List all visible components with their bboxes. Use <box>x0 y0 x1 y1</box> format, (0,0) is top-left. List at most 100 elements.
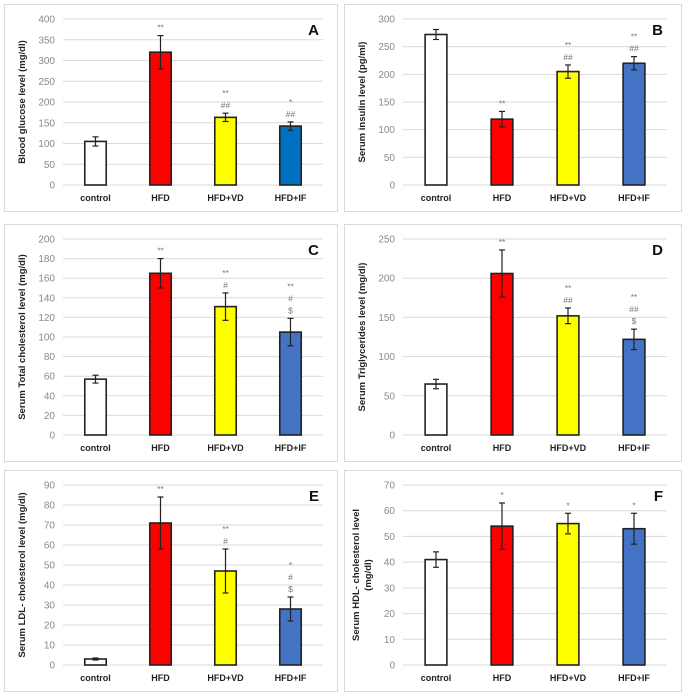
significance-mark: ## <box>286 109 296 119</box>
significance-mark: * <box>566 500 570 510</box>
y-tick-label: 250 <box>378 42 395 53</box>
y-tick-label: 80 <box>44 501 56 512</box>
x-tick-label: HFD+IF <box>275 193 307 203</box>
y-axis-label: Serum insulin level (pg/ml) <box>357 42 368 163</box>
significance-mark: $ <box>288 584 293 594</box>
bar-HFD+IF <box>622 62 646 186</box>
bar-HFD+VD <box>556 315 580 436</box>
y-axis-label: Serum LDL- cholesterol level (mg/dl) <box>17 492 28 657</box>
x-tick-label: control <box>80 193 111 203</box>
significance-mark: ** <box>565 40 572 50</box>
chart-D: 0 50 100 150 200 250 Serum Triglycerides level… <box>357 235 667 453</box>
y-tick-label: 10 <box>44 641 56 652</box>
x-tick-label: HFD+VD <box>207 193 244 203</box>
bar-HFD <box>490 272 514 436</box>
significance-mark: * <box>500 490 504 500</box>
bar-control <box>424 558 448 666</box>
panel-label: C <box>308 242 319 259</box>
y-tick-label: 50 <box>44 160 56 171</box>
x-tick-label: control <box>80 673 111 683</box>
bar-HFD+VD <box>213 116 238 186</box>
significance-mark: ** <box>565 283 572 293</box>
y-tick-label: 20 <box>44 621 56 632</box>
panel-d: 0 50 100 150 200 250 Serum Triglycerides level… <box>344 224 682 462</box>
y-tick-label: 40 <box>44 581 56 592</box>
y-tick-label: 200 <box>378 70 395 81</box>
significance-mark: ** <box>157 23 164 33</box>
bar-HFD <box>490 118 514 186</box>
y-tick-label: 70 <box>384 481 396 492</box>
y-axis-label: Blood glucose level (mg/dl) <box>17 40 28 164</box>
panel-label: E <box>309 488 319 505</box>
significance-mark: # <box>288 572 293 582</box>
y-tick-label: 50 <box>384 153 396 164</box>
y-tick-label: 90 <box>44 481 56 492</box>
significance-mark: ** <box>499 237 506 247</box>
y-tick-label: 140 <box>38 293 55 304</box>
significance-mark: ** <box>222 524 229 534</box>
y-tick-label: 250 <box>378 235 395 246</box>
significance-mark: ** <box>631 292 638 302</box>
x-tick-label: HFD+IF <box>275 673 307 683</box>
y-tick-label: 60 <box>384 506 396 517</box>
x-tick-label: HFD <box>151 193 170 203</box>
significance-mark: ** <box>222 88 229 98</box>
y-tick-label: 60 <box>44 372 56 383</box>
y-tick-label: 150 <box>38 118 55 129</box>
significance-mark: ## <box>629 304 639 314</box>
x-tick-label: HFD+VD <box>550 443 587 453</box>
x-tick-label: control <box>421 193 452 203</box>
y-tick-label: 200 <box>38 98 55 109</box>
y-tick-label: 100 <box>38 139 55 150</box>
y-tick-label: 40 <box>44 391 56 402</box>
y-tick-label: 350 <box>38 35 55 46</box>
y-tick-label: 50 <box>384 532 396 543</box>
significance-mark: $ <box>632 316 637 326</box>
panel-label: D <box>652 242 663 259</box>
chart-F: 0 10 20 30 40 50 60 70 Serum HDL- cholesterol le… <box>351 481 667 683</box>
y-tick-label: 0 <box>389 431 395 442</box>
y-tick-label: 20 <box>384 609 396 620</box>
y-tick-label: 160 <box>38 274 55 285</box>
y-tick-label: 0 <box>389 661 395 672</box>
significance-mark: # <box>288 293 293 303</box>
significance-mark: ## <box>563 295 573 305</box>
significance-mark: * <box>289 560 293 570</box>
x-tick-label: HFD+VD <box>550 193 587 203</box>
y-tick-label: 0 <box>49 431 55 442</box>
y-tick-label: 100 <box>378 352 395 363</box>
x-tick-label: control <box>80 443 111 453</box>
significance-mark: ** <box>499 98 506 108</box>
chart-B: 0 50 100 150 200 250 300 Serum insulin level (p… <box>357 15 667 203</box>
significance-mark: $ <box>288 305 293 315</box>
bar-control <box>83 140 108 186</box>
significance-mark: ** <box>222 268 229 278</box>
x-tick-label: HFD+IF <box>618 673 650 683</box>
bar-HFD <box>148 51 173 186</box>
bar-HFD <box>148 272 173 436</box>
y-tick-label: 40 <box>384 558 396 569</box>
significance-mark: ** <box>631 32 638 42</box>
bar-HFD+IF <box>622 338 646 436</box>
panel-b: 0 50 100 150 200 250 300 Serum insulin level (p… <box>344 4 682 212</box>
significance-mark: ** <box>157 246 164 256</box>
bar-HFD+VD <box>556 70 580 186</box>
y-tick-label: 50 <box>44 561 56 572</box>
y-tick-label: 180 <box>38 254 55 265</box>
chart-E: 0 10 20 30 40 50 60 70 80 90 Serum LDL- cholestero… <box>17 481 323 683</box>
y-tick-label: 300 <box>378 15 395 26</box>
significance-mark: ** <box>287 281 294 291</box>
significance-mark: # <box>223 536 228 546</box>
bar-control <box>424 383 448 436</box>
y-tick-label: 100 <box>38 333 55 344</box>
y-axis-label: (mg/dl) <box>363 559 374 591</box>
y-tick-label: 30 <box>384 583 396 594</box>
y-tick-label: 150 <box>378 98 395 109</box>
y-tick-label: 200 <box>38 235 55 246</box>
x-tick-label: HFD+VD <box>207 673 244 683</box>
significance-mark: ## <box>563 52 573 62</box>
significance-mark: ** <box>157 484 164 494</box>
chart-C: 0 20 40 60 80 100 120 140 160 180 200 Serum Total c… <box>17 235 323 453</box>
y-tick-label: 30 <box>44 601 56 612</box>
significance-mark: ## <box>221 100 231 110</box>
